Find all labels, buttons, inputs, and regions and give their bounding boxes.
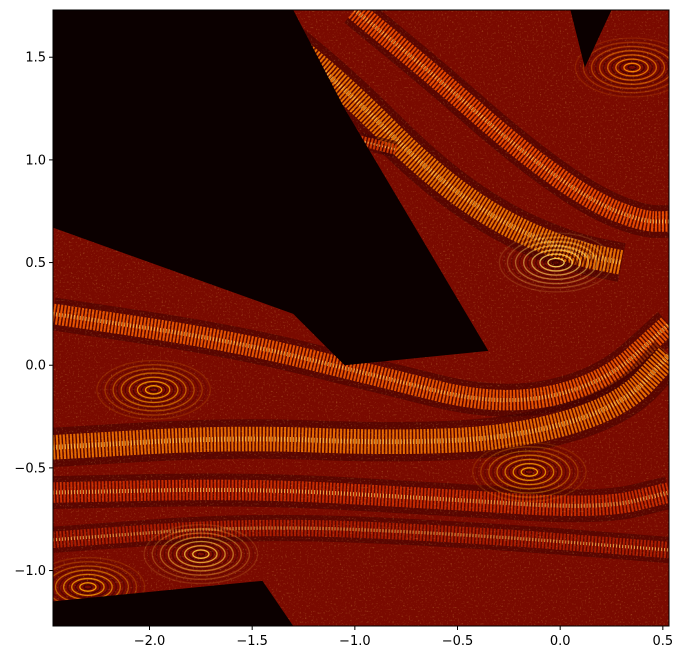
x-axis: −2.0 −1.5 −1.0 −0.5 0.0 0.5 bbox=[134, 626, 673, 649]
y-tick-label: 0.0 bbox=[25, 359, 46, 374]
y-tick-label: 1.5 bbox=[25, 51, 46, 66]
y-axis: −1.0 −0.5 0.0 0.5 1.0 1.5 bbox=[14, 51, 53, 579]
heatmap-dark-region bbox=[53, 10, 489, 366]
y-tick-label: 1.0 bbox=[25, 153, 46, 168]
y-tick-label: −0.5 bbox=[14, 461, 46, 476]
heatmap-dark-region bbox=[570, 10, 612, 68]
heatmap-dark-regions bbox=[53, 10, 612, 626]
heatmap-dark-region bbox=[53, 580, 294, 626]
plot-frame bbox=[52, 9, 670, 627]
x-tick-label: −0.5 bbox=[442, 634, 474, 649]
x-tick-label: −1.5 bbox=[236, 634, 268, 649]
x-tick-label: −2.0 bbox=[134, 634, 166, 649]
x-tick-label: −1.0 bbox=[339, 634, 371, 649]
x-tick-label: 0.0 bbox=[550, 634, 571, 649]
y-tick-label: −1.0 bbox=[14, 564, 46, 579]
x-tick-label: 0.5 bbox=[652, 634, 673, 649]
y-tick-label: 0.5 bbox=[25, 256, 46, 271]
plot-area bbox=[53, 10, 669, 626]
